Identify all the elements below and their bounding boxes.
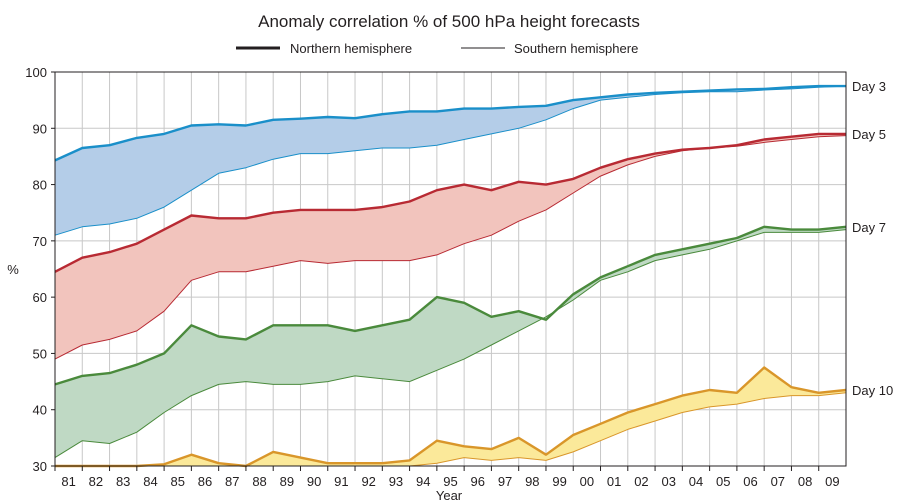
series-labels: Day 3 Day 5 Day 7 Day 10 (852, 79, 893, 398)
x-tick-label: 85 (171, 474, 185, 489)
x-tick-label: 82 (89, 474, 103, 489)
x-tick-label: 97 (498, 474, 512, 489)
x-tick-label: 87 (225, 474, 239, 489)
x-tick-label: 99 (552, 474, 566, 489)
line-northern-day-5 (54, 132, 846, 273)
x-tick-label: 06 (743, 474, 757, 489)
band-day-5 (55, 133, 846, 360)
y-tick-label: 50 (33, 346, 47, 361)
x-tick-label: 93 (389, 474, 403, 489)
x-tick-label: 95 (443, 474, 457, 489)
x-tick-label: 98 (525, 474, 539, 489)
x-axis-label: Year (436, 488, 463, 500)
legend: Northern hemisphere Southern hemisphere (236, 41, 638, 56)
x-tick-label: 01 (607, 474, 621, 489)
x-tick-label: 88 (252, 474, 266, 489)
line-southern-day-7 (54, 229, 847, 459)
series-label-day-10: Day 10 (852, 383, 893, 398)
series-group (54, 84, 847, 468)
x-tick-label: 83 (116, 474, 130, 489)
band-day-10 (55, 367, 846, 466)
line-northern-day-3 (54, 84, 846, 162)
series-label-day-5: Day 5 (852, 127, 886, 142)
chart-title: Anomaly correlation % of 500 hPa height … (258, 12, 640, 31)
y-tick-label: 80 (33, 178, 47, 193)
y-tick-label: 40 (33, 403, 47, 418)
series-day-3 (54, 84, 847, 236)
legend-label-southern: Southern hemisphere (514, 41, 638, 56)
series-label-day-3: Day 3 (852, 79, 886, 94)
line-northern-day-7 (54, 225, 847, 386)
x-tick-label: 05 (716, 474, 730, 489)
x-tick-label: 92 (361, 474, 375, 489)
x-tick-label: 08 (798, 474, 812, 489)
y-tick-label: 30 (33, 459, 47, 474)
x-tick-label: 02 (634, 474, 648, 489)
y-axis: 30 40 50 60 70 80 90 100 (25, 65, 55, 474)
line-northern-day-10 (55, 366, 847, 468)
x-tick-label: 04 (689, 474, 703, 489)
x-tick-label: 91 (334, 474, 348, 489)
x-tick-label: 94 (416, 474, 430, 489)
x-tick-label: 96 (471, 474, 485, 489)
y-tick-label: 60 (33, 290, 47, 305)
x-tick-label: 00 (580, 474, 594, 489)
y-axis-label: % (7, 262, 19, 277)
y-tick-label: 70 (33, 234, 47, 249)
legend-label-northern: Northern hemisphere (290, 41, 412, 56)
series-label-day-7: Day 7 (852, 220, 886, 235)
line-southern-day-3 (54, 85, 847, 236)
x-tick-label: 89 (280, 474, 294, 489)
y-tick-label: 100 (25, 65, 47, 80)
x-tick-label: 07 (771, 474, 785, 489)
x-axis: 81 82 83 84 85 86 87 88 89 90 91 92 93 94 95 96 97 98 99 00… (54, 466, 840, 489)
x-tick-label: 81 (61, 474, 75, 489)
x-tick-label: 84 (143, 474, 157, 489)
plot-frame (54, 71, 847, 467)
x-tick-label: 90 (307, 474, 321, 489)
series-day-5 (54, 132, 847, 360)
series-day-7 (54, 225, 847, 459)
y-tick-label: 90 (33, 121, 47, 136)
x-tick-label: 03 (661, 474, 675, 489)
x-tick-label: 09 (825, 474, 839, 489)
band-day-3 (55, 86, 846, 236)
band-day-7 (55, 226, 846, 458)
x-tick-label: 86 (198, 474, 212, 489)
